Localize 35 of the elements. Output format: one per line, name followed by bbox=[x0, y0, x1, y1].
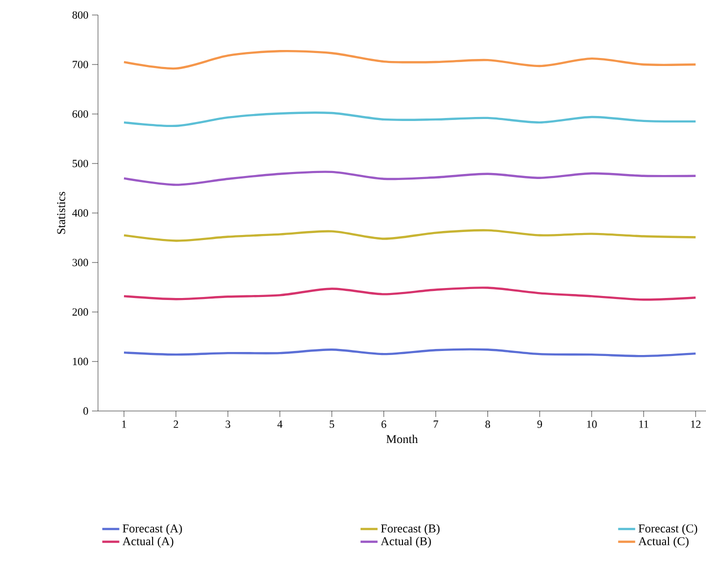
line-series bbox=[122, 170, 697, 186]
line-series bbox=[122, 50, 697, 70]
line-series bbox=[122, 229, 697, 242]
x-tick-label: 12 bbox=[691, 420, 700, 428]
y-tick-label: 700 bbox=[72, 60, 88, 68]
legend-label: Actual (C) bbox=[638, 536, 689, 548]
x-tick-label: 2 bbox=[174, 420, 178, 428]
x-tick-label: 1 bbox=[122, 420, 126, 428]
legend-label: Forecast (C) bbox=[638, 524, 698, 535]
y-tick-label: 400 bbox=[72, 209, 88, 217]
line-series bbox=[122, 348, 697, 358]
x-tick-label: 3 bbox=[226, 420, 230, 428]
y-axis-title: Statistics bbox=[57, 192, 66, 234]
line-series bbox=[122, 112, 697, 128]
x-tick-label: 6 bbox=[382, 420, 386, 428]
legend-label: Forecast (B) bbox=[380, 524, 440, 535]
y-tick-label: 800 bbox=[72, 11, 88, 19]
y-tick-label: 600 bbox=[72, 110, 88, 118]
legend-label: Actual (B) bbox=[380, 536, 431, 548]
y-tick-label: 500 bbox=[72, 160, 88, 168]
x-tick-label: 10 bbox=[587, 420, 597, 428]
x-tick-label: 7 bbox=[434, 420, 438, 428]
legend-label: Forecast (A) bbox=[122, 524, 182, 535]
y-tick-label: 0 bbox=[83, 407, 88, 415]
y-tick-label: 100 bbox=[73, 358, 88, 366]
x-tick-label: 11 bbox=[639, 420, 648, 428]
x-tick-label: 4 bbox=[277, 420, 282, 428]
line-series bbox=[122, 286, 697, 301]
x-tick-label: 9 bbox=[537, 420, 542, 428]
y-tick-label: 200 bbox=[72, 308, 88, 316]
x-axis-title: Month bbox=[386, 434, 418, 444]
y-tick-label: 300 bbox=[72, 258, 88, 266]
x-tick-label: 8 bbox=[485, 420, 490, 428]
legend-label: Actual (A) bbox=[122, 536, 174, 548]
x-tick-label: 5 bbox=[330, 420, 334, 428]
